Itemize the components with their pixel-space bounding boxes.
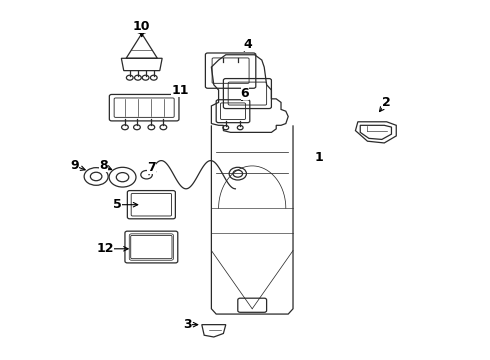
Text: 11: 11 [172, 84, 189, 96]
Text: 4: 4 [243, 38, 252, 51]
Text: 10: 10 [133, 20, 150, 33]
Text: 5: 5 [113, 198, 122, 211]
Text: 3: 3 [183, 318, 192, 331]
Text: 12: 12 [97, 242, 115, 255]
Text: 1: 1 [315, 150, 324, 163]
Text: 7: 7 [147, 161, 156, 174]
Text: 6: 6 [241, 87, 249, 100]
Text: 8: 8 [99, 159, 108, 172]
Text: 9: 9 [70, 159, 79, 172]
Text: 2: 2 [382, 96, 391, 109]
